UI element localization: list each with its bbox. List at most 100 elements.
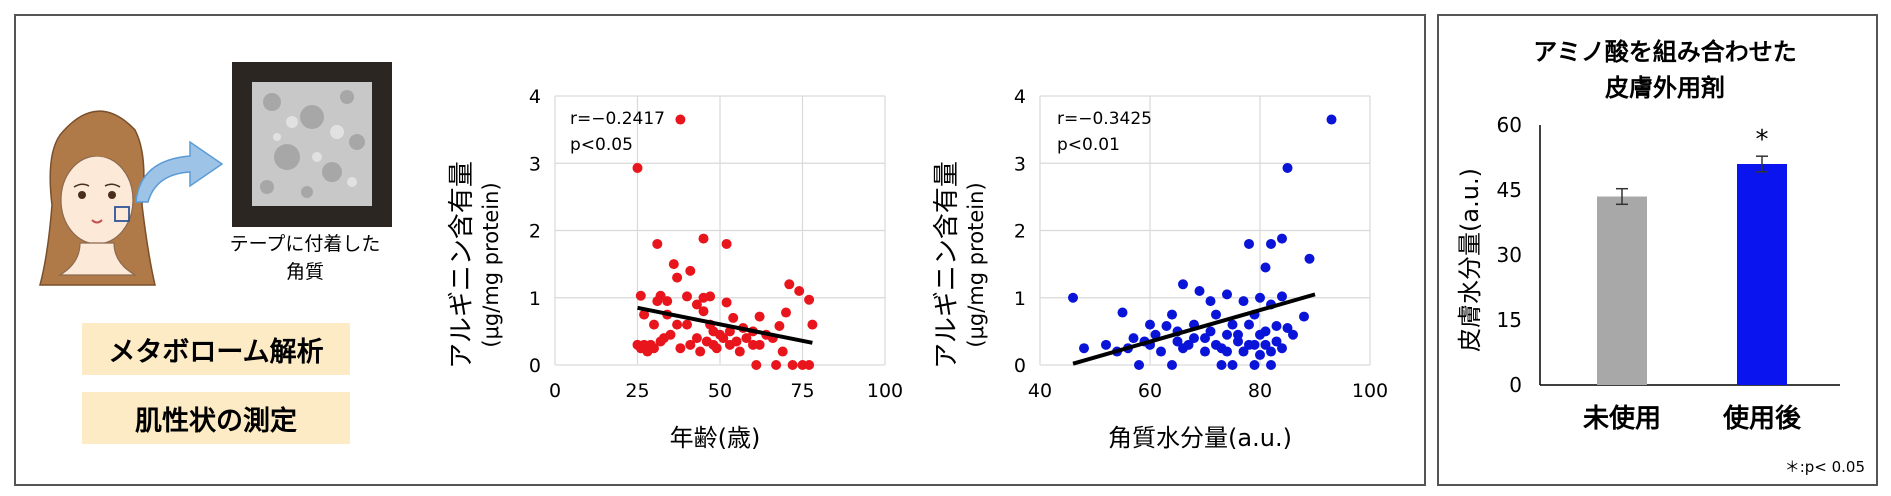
data-point (771, 360, 782, 370)
data-point (632, 162, 643, 173)
data-point (804, 294, 815, 305)
y-tick-label: 60 (1497, 113, 1522, 137)
plot-area: 0 25 50 75 100 0 1 2 3 4 (529, 86, 903, 402)
data-point (698, 306, 709, 317)
data-point (1172, 336, 1183, 347)
product-panel (1437, 14, 1878, 486)
data-point (1277, 233, 1287, 244)
age-scatter-chart: アルギニン含有量 (μg/mg protein) 0 25 50 75 100 0 1 2 3 4… (447, 86, 903, 452)
data-point (685, 339, 696, 350)
y-tick-label: 45 (1497, 178, 1522, 202)
y-axis-label-line2: (μg/mg protein) (479, 182, 503, 347)
x-tick-label: 100 (1352, 380, 1388, 402)
data-point (754, 311, 765, 322)
data-point (1277, 343, 1287, 354)
data-point (1266, 346, 1276, 357)
y-tick-label: 0 (529, 355, 541, 377)
data-point (1167, 360, 1177, 370)
data-point (1150, 329, 1161, 340)
tape-photo (232, 62, 392, 227)
data-point (649, 343, 659, 354)
tape-label: テープに付着した 角質 (229, 233, 381, 283)
data-point (724, 326, 735, 337)
data-point (698, 233, 709, 244)
data-point (649, 319, 659, 330)
data-point (741, 333, 752, 344)
data-point (1079, 343, 1089, 354)
y-tick-label: 3 (1014, 153, 1026, 175)
data-point (691, 333, 702, 344)
data-point (721, 297, 732, 308)
x-tick-label: 40 (1028, 380, 1052, 402)
data-point (1205, 296, 1216, 307)
data-point (734, 346, 745, 357)
data-point (665, 329, 676, 340)
data-point (807, 319, 818, 330)
data-point (691, 299, 702, 310)
data-point (685, 265, 696, 276)
data-point (672, 272, 683, 283)
data-point (1238, 346, 1249, 357)
data-point (784, 279, 795, 290)
data-point (1117, 307, 1128, 318)
y-tick-label: 2 (529, 221, 541, 243)
x-tick-label: 60 (1138, 380, 1162, 402)
data-point (1244, 238, 1254, 249)
data-point (781, 307, 791, 318)
data-point (718, 333, 729, 344)
data-point (1260, 326, 1271, 337)
data-point (1167, 309, 1177, 320)
data-point (1222, 329, 1232, 340)
moisture-bar-chart: アミノ酸を組み合わせた 皮膚外用剤 皮膚水分量(a.u.) 0 15 30 45 60 未… (1456, 38, 1865, 476)
data-point (652, 296, 663, 307)
data-point (1161, 320, 1172, 331)
data-point (794, 286, 805, 297)
data-point (1266, 238, 1276, 249)
y-tick-label: 15 (1497, 308, 1522, 332)
y-axis-label-line1: アルギニン含有量 (447, 161, 477, 369)
data-point (1200, 333, 1210, 344)
metabolome-tag: メタボローム解析 (82, 323, 350, 375)
data-point (751, 360, 762, 370)
arrow-icon (135, 140, 224, 203)
data-point (1227, 319, 1238, 330)
data-point (787, 360, 798, 370)
x-tick-label: 100 (867, 380, 903, 402)
data-point (639, 309, 650, 320)
trend-line (1072, 292, 1316, 366)
x-axis-label: 角質水分量(a.u.) (1108, 424, 1292, 452)
y-tick-label: 0 (1509, 373, 1522, 397)
annotation-p: p<0.05 (570, 135, 633, 155)
data-point (804, 360, 815, 370)
footnote: ＊:p< 0.05 (1785, 458, 1865, 476)
data-point (1271, 336, 1282, 347)
data-point (1128, 333, 1139, 344)
annotation-r: r=−0.3425 (1057, 109, 1152, 129)
data-point (721, 238, 732, 249)
data-point (1255, 292, 1265, 303)
data-point (1222, 346, 1232, 357)
data-point (1211, 309, 1221, 320)
bar (1597, 196, 1647, 385)
y-tick-label: 2 (1014, 221, 1026, 243)
data-point (1271, 320, 1282, 331)
y-tick-label: 0 (1014, 355, 1026, 377)
y-tick-label: 3 (529, 153, 541, 175)
data-point (1260, 262, 1271, 273)
annotation-p: p<0.01 (1057, 135, 1120, 155)
moisture-scatter-chart: アルギニン含有量 (μg/mg protein) 40 60 80 10001234 … (932, 86, 1388, 452)
data-point (1244, 319, 1254, 330)
x-tick-label: 75 (790, 380, 814, 402)
data-point (695, 346, 706, 357)
x-tick-label: 50 (708, 380, 732, 402)
data-point (1244, 339, 1254, 350)
data-point (1178, 279, 1188, 290)
data-point (731, 336, 742, 347)
category-label: 未使用 (1583, 404, 1661, 434)
x-tick-label: 80 (1248, 380, 1272, 402)
y-tick-label: 1 (1014, 288, 1026, 310)
data-point (748, 339, 758, 350)
data-point (1134, 360, 1144, 370)
data-point (1288, 329, 1298, 340)
data-point (682, 291, 692, 302)
